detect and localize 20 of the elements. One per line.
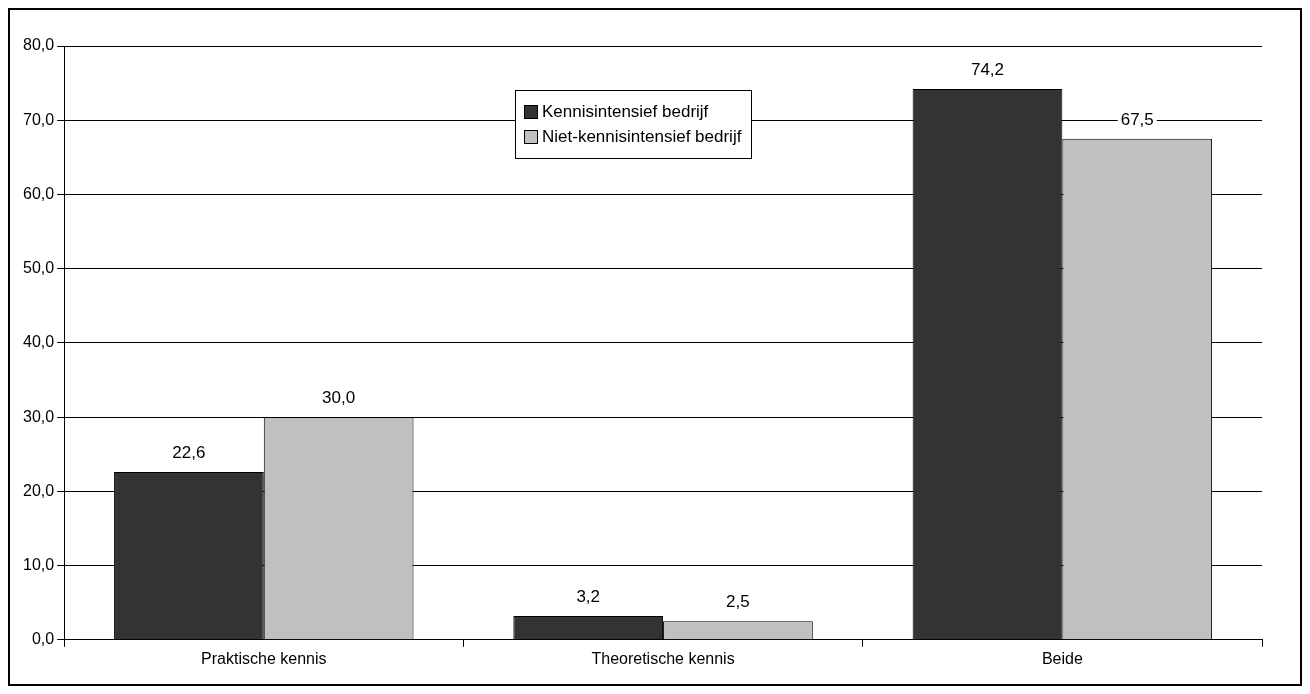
x-tick-label: Beide [1041,649,1083,667]
data-label: 3,2 [576,587,601,607]
y-tick-label: 60,0 [23,184,55,202]
y-tick-label: 30,0 [23,407,55,425]
y-tick-label: 20,0 [23,481,55,499]
legend-label: Kennisintensief bedrijf [542,102,709,122]
legend-label: Niet-kennisintensief bedrijf [542,127,742,147]
data-label: 2,5 [726,592,750,612]
y-tick-label: 10,0 [23,555,55,573]
y-tick-label: 50,0 [23,259,55,277]
data-label: 74,2 [970,60,1005,80]
y-tick-label: 70,0 [23,110,55,128]
data-label: 30,0 [322,388,356,408]
y-tick-label: 40,0 [23,333,55,351]
data-label: 67,5 [1120,109,1154,129]
x-tick-label: Theoretische kennis [591,649,735,667]
x-tick-label: Praktische kennis [201,649,327,667]
y-tick-label: 0,0 [31,630,55,648]
y-tick-label: 80,0 [23,36,55,54]
data-label: 22,6 [172,443,206,463]
